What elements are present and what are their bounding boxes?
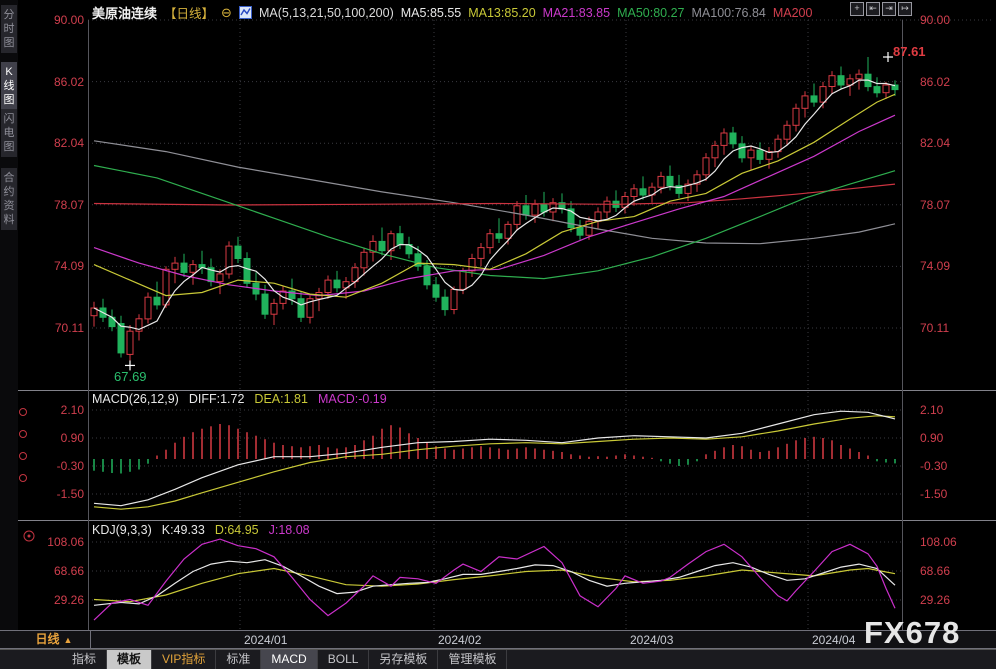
tab-1[interactable]: 指标 [62,650,108,669]
period-tag[interactable]: 【日线】 [164,7,215,21]
tab-2[interactable]: 模板 [107,650,153,669]
mini-chart-icon [238,6,252,19]
sidebar-item-1[interactable]: 分时图 [1,5,17,53]
period-label: 日线 [35,632,60,646]
tab-6[interactable]: BOLL [318,650,370,669]
macd-diff-value: DIFF:1.72 [188,392,245,406]
shift-left-icon[interactable]: ⇤ [866,2,880,16]
shift-right-icon[interactable]: ⇥ [882,2,896,16]
crosshair-tool-icon[interactable]: + [850,2,864,16]
kdj-header: KDJ(9,3,3) K:49.33 D:64.95 J:18.08 [92,523,310,537]
chevron-up-icon: ▲ [63,635,73,645]
sidebar-item-2[interactable]: K线图 [1,62,17,110]
low-price-label: 67.69 [114,369,147,384]
macd-title: MACD(26,12,9) [92,392,179,406]
tab-7[interactable]: 另存模板 [369,650,439,669]
sidebar-item-3[interactable]: 闪电图 [1,109,17,157]
ma-value-1: MA5:85.55 [400,5,462,20]
instrument-title: 美原油连续 [92,6,158,21]
collapse-icon[interactable]: ⊖ [221,4,232,20]
kdj-j-value: J:18.08 [268,523,310,537]
tab-8[interactable]: 管理模板 [438,650,508,669]
high-price-label: 87.61 [893,44,926,59]
bottom-tabbar: 指标 模板 VIP指标 标准 MACD BOLL 另存模板 管理模板 [0,649,996,669]
ma-value-2: MA13:85.20 [468,5,536,20]
ma-settings-label: MA(5,13,21,50,100,200) [258,5,394,20]
chart-header: 美原油连续 【日线】 ⊖ MA(5,13,21,50,100,200) MA5:… [92,3,812,22]
kdj-title: KDJ(9,3,3) [92,523,152,537]
pan-right-icon[interactable]: ↦ [898,2,912,16]
xaxis-bar: 日线 ▲ [0,630,996,649]
macd-header: MACD(26,12,9) DIFF:1.72 DEA:1.81 MACD:-0… [92,392,387,406]
sidebar-item-4[interactable]: 合约资料 [1,168,17,230]
macd-dea-value: DEA:1.81 [254,392,308,406]
ma-value-4: MA50:80.27 [617,5,685,20]
ma-values: MA5:85.55 MA13:85.20 MA21:83.85 MA50:80.27 M… [401,6,813,20]
left-sidebar: 分时图 K线图 闪电图合约资料 [0,0,18,630]
chart-toolbar: + ⇤ ⇥ ↦ [850,2,912,16]
period-selector[interactable]: 日线 ▲ [18,631,91,648]
ma-value-3: MA21:83.85 [542,5,611,20]
tab-3[interactable]: VIP指标 [152,650,217,669]
watermark-logo: FX678 [864,615,961,650]
kdj-d-value: D:64.95 [214,523,259,537]
ma-value-6: MA200 [772,5,813,20]
tab-4[interactable]: 标准 [216,650,262,669]
macd-macd-value: MACD:-0.19 [317,392,387,406]
kdj-k-value: K:49.33 [161,523,205,537]
tab-5[interactable]: MACD [261,650,318,669]
ma-value-5: MA100:76.84 [691,5,766,20]
